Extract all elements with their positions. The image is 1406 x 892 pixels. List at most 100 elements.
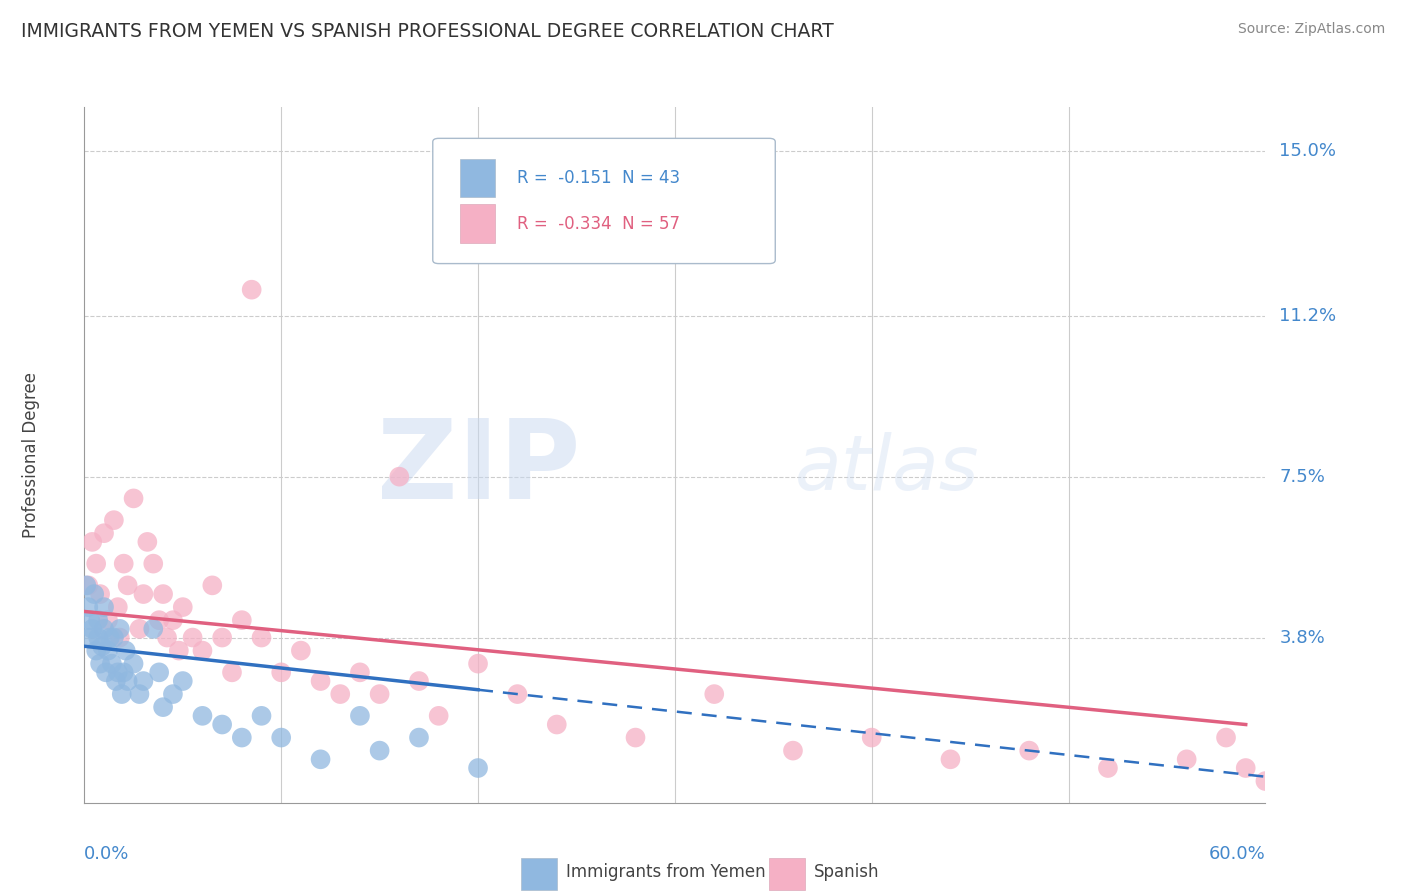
Text: atlas: atlas bbox=[796, 432, 980, 506]
Point bbox=[191, 708, 214, 723]
Text: R =  -0.334  N = 57: R = -0.334 N = 57 bbox=[516, 215, 679, 233]
Point bbox=[94, 665, 117, 680]
Point bbox=[408, 731, 430, 745]
Point bbox=[107, 600, 129, 615]
Point bbox=[349, 665, 371, 680]
Point bbox=[83, 587, 105, 601]
Point bbox=[148, 665, 170, 680]
Point bbox=[309, 674, 332, 689]
Point bbox=[93, 622, 115, 636]
Point bbox=[142, 622, 165, 636]
Point bbox=[97, 643, 120, 657]
Point bbox=[546, 717, 568, 731]
Text: Source: ZipAtlas.com: Source: ZipAtlas.com bbox=[1237, 22, 1385, 37]
Point bbox=[162, 613, 184, 627]
Point bbox=[290, 643, 312, 657]
Point bbox=[703, 687, 725, 701]
Text: Spanish: Spanish bbox=[814, 863, 880, 881]
Text: 15.0%: 15.0% bbox=[1279, 142, 1336, 160]
Point bbox=[250, 631, 273, 645]
Point bbox=[87, 613, 110, 627]
Point bbox=[211, 631, 233, 645]
Point bbox=[172, 600, 194, 615]
Point bbox=[221, 665, 243, 680]
Point bbox=[98, 631, 121, 645]
Point bbox=[142, 557, 165, 571]
Point bbox=[82, 535, 104, 549]
Point bbox=[1234, 761, 1257, 775]
Point bbox=[132, 587, 155, 601]
Point bbox=[103, 631, 125, 645]
Text: R =  -0.151  N = 43: R = -0.151 N = 43 bbox=[516, 169, 679, 187]
Point bbox=[122, 491, 145, 506]
Point bbox=[152, 700, 174, 714]
Point bbox=[167, 643, 190, 657]
Point bbox=[104, 674, 127, 689]
Point bbox=[172, 674, 194, 689]
Point bbox=[1254, 774, 1277, 789]
Point bbox=[1097, 761, 1119, 775]
Point bbox=[329, 687, 352, 701]
Text: Immigrants from Yemen: Immigrants from Yemen bbox=[567, 863, 766, 881]
Point bbox=[240, 283, 263, 297]
Point bbox=[1215, 731, 1237, 745]
Point bbox=[1175, 752, 1198, 766]
Point bbox=[467, 761, 489, 775]
FancyBboxPatch shape bbox=[522, 858, 557, 889]
Point bbox=[156, 631, 179, 645]
Point bbox=[1274, 752, 1296, 766]
Point bbox=[97, 613, 120, 627]
Point bbox=[368, 744, 391, 758]
Point bbox=[939, 752, 962, 766]
Point bbox=[388, 469, 411, 483]
Point bbox=[111, 687, 134, 701]
Point bbox=[408, 674, 430, 689]
Text: ZIP: ZIP bbox=[377, 416, 581, 523]
FancyBboxPatch shape bbox=[460, 159, 495, 197]
Point bbox=[108, 631, 131, 645]
Point bbox=[117, 578, 139, 592]
Point bbox=[91, 639, 114, 653]
Point bbox=[114, 643, 136, 657]
Point bbox=[201, 578, 224, 592]
Point bbox=[506, 687, 529, 701]
Point bbox=[132, 674, 155, 689]
Point bbox=[349, 708, 371, 723]
Point bbox=[112, 557, 135, 571]
Point bbox=[211, 717, 233, 731]
Point bbox=[231, 731, 253, 745]
Text: 60.0%: 60.0% bbox=[1209, 845, 1265, 863]
Point bbox=[136, 535, 159, 549]
Point bbox=[84, 557, 107, 571]
Point bbox=[309, 752, 332, 766]
Point bbox=[77, 578, 100, 592]
Text: 11.2%: 11.2% bbox=[1279, 307, 1337, 325]
Text: IMMIGRANTS FROM YEMEN VS SPANISH PROFESSIONAL DEGREE CORRELATION CHART: IMMIGRANTS FROM YEMEN VS SPANISH PROFESS… bbox=[21, 22, 834, 41]
Point bbox=[1294, 770, 1316, 784]
Point bbox=[148, 613, 170, 627]
Point bbox=[782, 744, 804, 758]
Point bbox=[191, 643, 214, 657]
Point bbox=[270, 665, 292, 680]
Point bbox=[250, 708, 273, 723]
Point bbox=[162, 687, 184, 701]
Point bbox=[82, 622, 104, 636]
Text: 7.5%: 7.5% bbox=[1279, 467, 1326, 485]
Point bbox=[84, 643, 107, 657]
Point bbox=[1018, 744, 1040, 758]
Point bbox=[75, 578, 97, 592]
Point bbox=[152, 587, 174, 601]
Point bbox=[79, 631, 101, 645]
Point bbox=[128, 622, 150, 636]
Text: 3.8%: 3.8% bbox=[1279, 629, 1324, 647]
Point bbox=[1313, 761, 1336, 775]
Point bbox=[231, 613, 253, 627]
Point bbox=[107, 665, 129, 680]
Point bbox=[112, 665, 135, 680]
Point bbox=[87, 631, 110, 645]
FancyBboxPatch shape bbox=[433, 138, 775, 263]
Point bbox=[427, 708, 450, 723]
Point bbox=[122, 657, 145, 671]
Point bbox=[1333, 774, 1355, 789]
Point bbox=[467, 657, 489, 671]
